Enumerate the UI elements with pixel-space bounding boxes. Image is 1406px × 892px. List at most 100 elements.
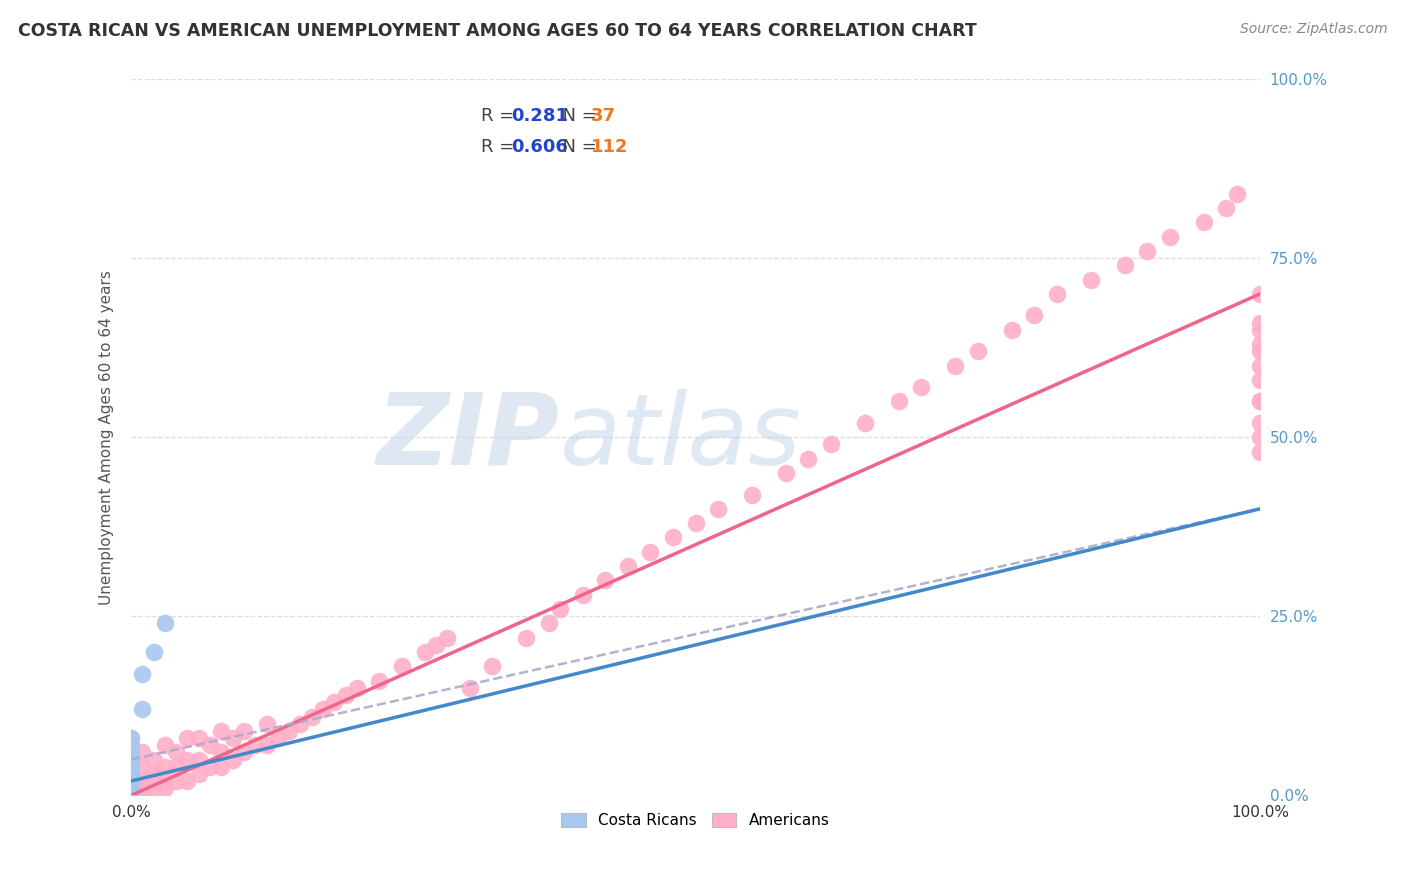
Point [120,731,142,745]
Text: N =: N = [551,106,603,125]
Point [256,738,278,752]
Point [187,767,209,781]
Point [1136,244,1159,258]
Point [887,394,910,409]
Point [391,659,413,673]
Point [1192,215,1215,229]
Point [120,760,142,774]
Point [120,789,142,803]
Point [131,666,153,681]
Point [142,781,165,796]
Point [120,767,142,781]
Point [1249,373,1271,387]
Text: R =: R = [481,106,520,125]
Point [131,774,153,789]
Point [120,789,142,803]
Text: ZIP: ZIP [377,389,560,485]
Point [153,738,176,752]
Point [221,753,243,767]
Point [335,688,357,702]
Point [515,631,537,645]
Point [120,767,142,781]
Point [1046,286,1069,301]
Point [142,645,165,659]
Point [131,746,153,760]
Point [120,774,142,789]
Point [131,781,153,796]
Point [153,616,176,631]
Point [1249,323,1271,337]
Point [1249,286,1271,301]
Point [120,789,142,803]
Point [142,753,165,767]
Point [548,602,571,616]
Point [1249,344,1271,359]
Text: R =: R = [481,138,520,156]
Point [120,789,142,803]
Point [1249,316,1271,330]
Point [153,781,176,796]
Point [120,731,142,745]
Point [120,789,142,803]
Point [142,774,165,789]
Point [232,746,254,760]
Point [267,731,290,745]
Point [221,731,243,745]
Text: 37: 37 [591,106,616,125]
Point [120,789,142,803]
Point [1114,258,1136,272]
Point [640,545,662,559]
Point [120,767,142,781]
Point [120,760,142,774]
Point [312,702,335,716]
Point [707,501,730,516]
Point [187,731,209,745]
Point [425,638,447,652]
Point [368,673,391,688]
Point [120,789,142,803]
Point [165,774,187,789]
Point [1249,430,1271,444]
Point [120,789,142,803]
Point [120,789,142,803]
Text: N =: N = [551,138,603,156]
Point [1249,416,1271,430]
Point [120,789,142,803]
Point [142,767,165,781]
Point [120,753,142,767]
Point [209,746,232,760]
Point [120,789,142,803]
Point [120,781,142,796]
Point [232,723,254,738]
Point [436,631,458,645]
Point [120,774,142,789]
Point [120,789,142,803]
Point [176,731,198,745]
Text: 0.281: 0.281 [512,106,568,125]
Point [176,753,198,767]
Point [120,789,142,803]
Point [1249,394,1271,409]
Point [120,789,142,803]
Point [458,681,481,695]
Point [120,789,142,803]
Point [131,760,153,774]
Point [209,760,232,774]
Point [198,760,221,774]
Point [120,789,142,803]
Point [797,451,820,466]
Point [176,774,198,789]
Point [120,789,142,803]
Point [537,616,560,631]
Point [256,716,278,731]
Point [1226,186,1249,201]
Point [120,789,142,803]
Point [153,760,176,774]
Point [120,789,142,803]
Point [120,789,142,803]
Point [1249,444,1271,458]
Point [120,781,142,796]
Point [120,789,142,803]
Point [120,789,142,803]
Point [1159,229,1181,244]
